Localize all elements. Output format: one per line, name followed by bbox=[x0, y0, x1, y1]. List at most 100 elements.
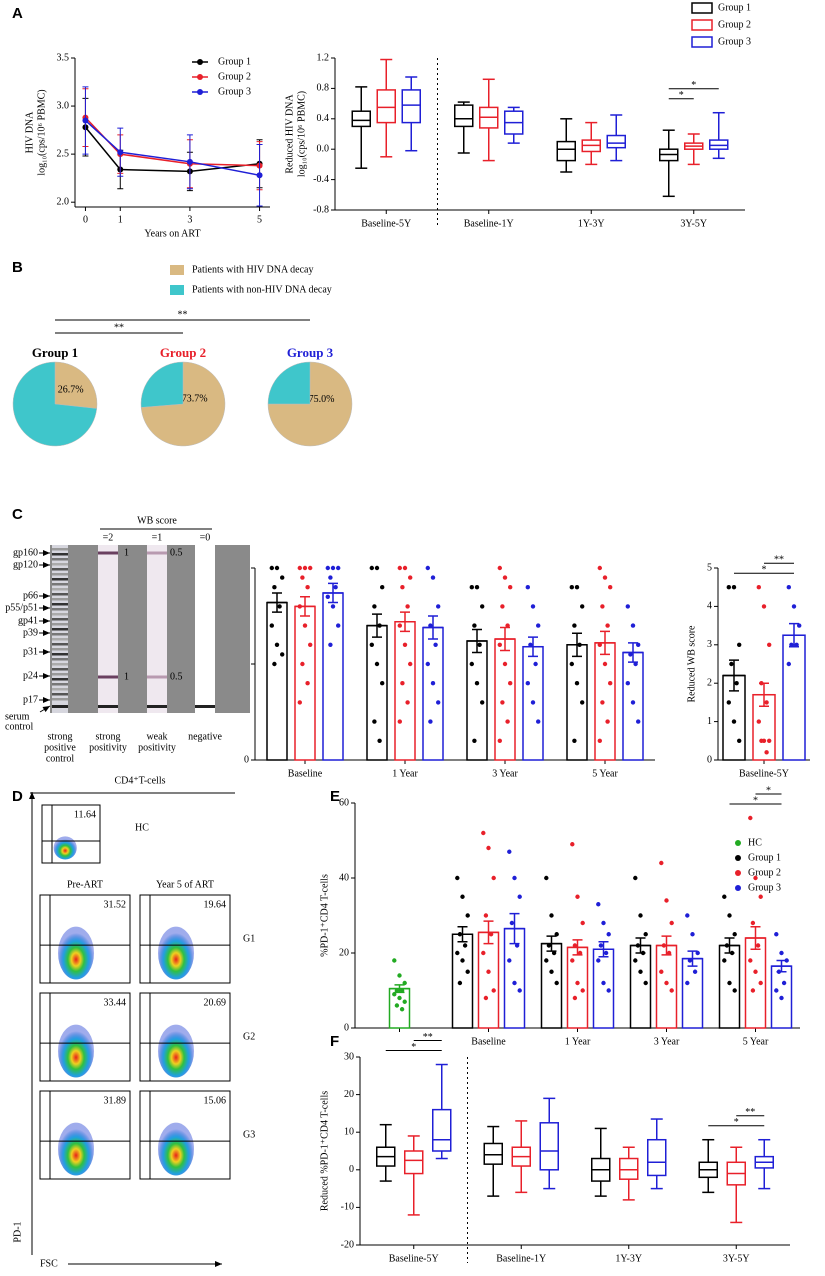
error-bar bbox=[593, 941, 614, 958]
band bbox=[52, 613, 68, 616]
point bbox=[580, 700, 585, 705]
point bbox=[305, 681, 310, 686]
point bbox=[761, 604, 767, 609]
band bbox=[52, 688, 68, 691]
error-bar bbox=[267, 592, 287, 613]
x-tick-label: 3 bbox=[187, 214, 192, 225]
y-tick-label: 4 bbox=[707, 601, 712, 612]
point bbox=[502, 661, 508, 667]
box bbox=[539, 1122, 559, 1171]
y-tick-label: -0.8 bbox=[313, 204, 329, 215]
point bbox=[425, 565, 430, 571]
point bbox=[767, 738, 772, 743]
point bbox=[474, 585, 480, 590]
point bbox=[597, 738, 602, 743]
point bbox=[502, 575, 508, 580]
point bbox=[325, 565, 330, 571]
lane-label: positive bbox=[44, 742, 76, 753]
point bbox=[727, 980, 732, 986]
band bbox=[52, 558, 68, 561]
point bbox=[572, 943, 578, 948]
legend-swatch bbox=[170, 285, 184, 295]
y-tick-label: 3.5 bbox=[57, 52, 70, 63]
legend-marker bbox=[197, 89, 203, 95]
pie-slice bbox=[267, 361, 311, 405]
y-tick-label: 0 bbox=[244, 754, 249, 765]
band-label: p66 bbox=[23, 590, 38, 601]
point bbox=[483, 995, 489, 1001]
serum-label: control bbox=[5, 721, 34, 732]
point bbox=[797, 623, 802, 628]
point bbox=[505, 719, 510, 724]
point bbox=[277, 604, 282, 609]
point bbox=[300, 661, 305, 667]
error-bar bbox=[567, 939, 588, 956]
x-tick-label: 5 Year bbox=[592, 768, 618, 779]
band bbox=[52, 648, 68, 651]
y-tick-label: 0.8 bbox=[317, 83, 330, 94]
point bbox=[580, 920, 585, 926]
bar bbox=[782, 634, 806, 761]
lane-label: positivity bbox=[89, 742, 127, 753]
point bbox=[397, 995, 402, 1001]
bar bbox=[718, 944, 741, 1029]
error-bar bbox=[295, 596, 315, 617]
error-bar bbox=[467, 628, 487, 654]
lane-label: negative bbox=[188, 731, 222, 742]
band bbox=[52, 658, 68, 661]
point bbox=[394, 988, 400, 993]
point bbox=[659, 969, 664, 974]
error-bar bbox=[389, 984, 410, 994]
legend-label: Group 2 bbox=[718, 19, 751, 30]
point bbox=[722, 958, 727, 963]
bar bbox=[629, 944, 652, 1029]
point bbox=[633, 875, 638, 881]
point bbox=[687, 958, 693, 963]
box bbox=[606, 134, 626, 149]
point bbox=[392, 992, 397, 997]
band bbox=[52, 573, 68, 576]
y-axis-label: Reduced WB score bbox=[686, 625, 697, 703]
point bbox=[480, 604, 485, 609]
point bbox=[536, 623, 541, 628]
point bbox=[274, 565, 280, 571]
point bbox=[397, 565, 402, 571]
x-tick-label: Baseline-5Y bbox=[739, 768, 789, 779]
point bbox=[509, 920, 515, 926]
y-tick-label: -20 bbox=[341, 1239, 354, 1250]
point bbox=[505, 623, 510, 628]
point bbox=[405, 700, 410, 705]
band-label: gp120 bbox=[13, 559, 38, 570]
point bbox=[465, 969, 470, 974]
pie-slice bbox=[54, 361, 98, 409]
y-tick-label: -10 bbox=[341, 1202, 354, 1213]
y-tick-label: 0 bbox=[344, 1022, 349, 1033]
point bbox=[625, 604, 630, 609]
pie-slice bbox=[12, 361, 98, 447]
point bbox=[659, 860, 664, 866]
band bbox=[52, 563, 68, 566]
point bbox=[601, 920, 606, 926]
error-bar bbox=[595, 630, 615, 656]
point bbox=[575, 894, 580, 899]
legend-marker bbox=[197, 74, 203, 80]
point bbox=[666, 950, 672, 956]
pie-title: Group 1 bbox=[32, 345, 78, 360]
flow-value: 33.44 bbox=[104, 997, 127, 1008]
error-bar bbox=[719, 937, 740, 954]
x-tick-label: 5 Year bbox=[743, 1036, 769, 1047]
panel-label: A bbox=[12, 5, 23, 22]
point bbox=[380, 585, 385, 590]
band bbox=[52, 598, 68, 601]
point bbox=[536, 719, 541, 724]
wb-score: =1 bbox=[152, 532, 163, 543]
point bbox=[580, 988, 585, 993]
x-tick-label: 1 bbox=[118, 214, 123, 225]
point bbox=[633, 661, 638, 667]
lane-label: positivity bbox=[138, 742, 176, 753]
panel-label: C bbox=[12, 506, 23, 523]
point bbox=[600, 604, 605, 609]
band bbox=[147, 551, 167, 555]
legend-box bbox=[691, 2, 713, 14]
